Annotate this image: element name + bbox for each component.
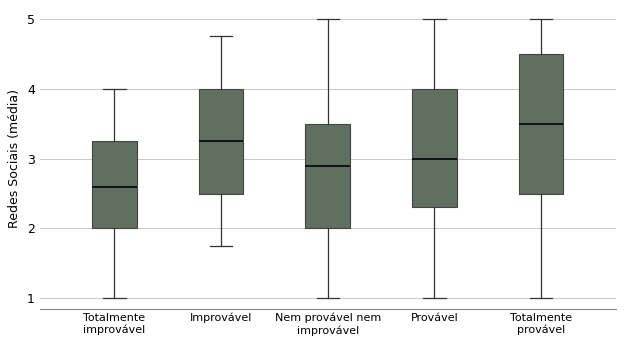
PathPatch shape bbox=[92, 141, 137, 228]
PathPatch shape bbox=[198, 89, 243, 194]
PathPatch shape bbox=[412, 89, 457, 207]
PathPatch shape bbox=[519, 54, 563, 194]
PathPatch shape bbox=[305, 123, 350, 228]
Y-axis label: Redes Sociais (média): Redes Sociais (média) bbox=[8, 89, 21, 228]
